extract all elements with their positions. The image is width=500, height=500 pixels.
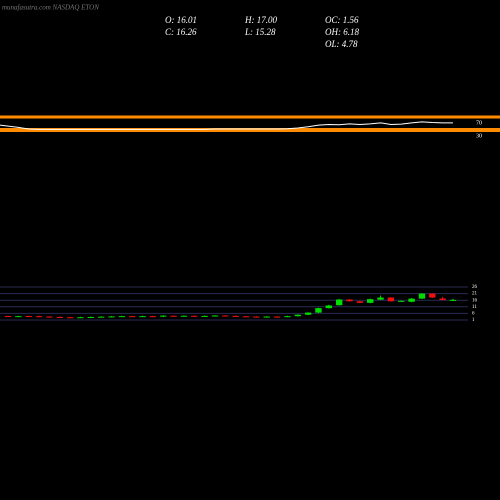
candle-body (315, 308, 322, 313)
candle-body (325, 305, 333, 309)
candle-body (253, 316, 260, 318)
candle-body (128, 316, 136, 318)
candle-body (418, 293, 426, 299)
y-tick-label: 70 (476, 120, 482, 126)
candle-body (66, 317, 74, 319)
candle-body (25, 316, 32, 318)
candle-body (263, 316, 270, 318)
candle-body (367, 299, 374, 303)
candle-body (56, 316, 63, 318)
candle-body (377, 297, 384, 300)
candle-body (108, 316, 115, 318)
candle-body (284, 316, 291, 318)
candle-body (15, 316, 22, 318)
candle-body (439, 298, 446, 300)
y-tick-label: 6 (472, 312, 475, 317)
candle-body (97, 316, 105, 318)
candle-body (35, 316, 43, 318)
candle-body (149, 316, 157, 318)
ohlc-annotation: OL: 4.78 (325, 39, 358, 49)
chart-title: munafasutra.com NASDAQ ETON (2, 4, 99, 12)
candle-body (429, 293, 436, 298)
candle-body (273, 316, 281, 318)
y-tick-label: 1 (472, 318, 475, 323)
ohlc-annotation: H: 17.00 (244, 15, 277, 25)
candle-body (449, 299, 457, 301)
y-tick-label: 26 (472, 285, 478, 290)
candle-body (191, 315, 198, 317)
candle-body (346, 299, 353, 302)
candle-body (335, 299, 343, 306)
candle-body (294, 314, 301, 317)
candle-body (398, 300, 405, 302)
candle-body (408, 298, 415, 302)
candle-body (304, 312, 312, 315)
ohlc-annotation: L: 15.28 (244, 27, 276, 37)
candle-body (356, 301, 364, 303)
candle-body (222, 315, 229, 317)
candle-body (180, 315, 188, 317)
y-tick-label: 11 (472, 305, 477, 310)
ohlc-annotation: C: 16.26 (165, 27, 197, 37)
candle-body (87, 316, 94, 318)
candle-body (211, 315, 219, 317)
candle-body (46, 316, 53, 318)
y-tick-label: 16 (472, 298, 478, 303)
y-tick-label: 30 (476, 133, 482, 139)
ohlc-annotation: OH: 6.18 (325, 27, 359, 37)
candle-body (77, 317, 84, 319)
ohlc-annotation: O: 16.01 (165, 15, 197, 25)
y-tick-label: 21 (472, 292, 478, 297)
candle-body (160, 315, 167, 317)
ohlc-annotation: OC: 1.56 (325, 15, 359, 25)
candle-body (232, 315, 239, 317)
candle-body (201, 315, 208, 317)
candle-body (242, 316, 250, 318)
candle-body (118, 316, 126, 318)
candle-body (139, 316, 146, 318)
candle-body (170, 315, 177, 317)
candle-body (387, 297, 395, 302)
candle-body (4, 316, 12, 318)
indicator-line (0, 121, 453, 130)
